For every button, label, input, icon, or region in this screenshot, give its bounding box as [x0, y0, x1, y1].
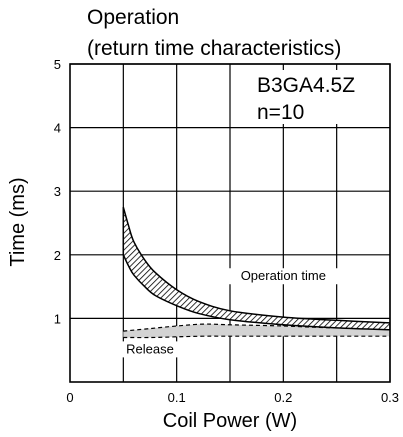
release-area [123, 324, 390, 338]
x-tick-label: 0.1 [168, 390, 186, 405]
y-tick-label: 1 [54, 311, 61, 326]
release-upper-line [123, 323, 390, 332]
operation-time-area [122, 206, 390, 331]
title-line-1: Operation [87, 6, 179, 29]
release-band [123, 323, 390, 339]
x-tick-label: 0 [66, 390, 73, 405]
annotation-label: Release [126, 341, 174, 356]
annotation-bg [228, 268, 339, 285]
x-tick-label: 0.3 [381, 390, 399, 405]
annotation-bg [121, 341, 179, 358]
annotations: Operation time Release [121, 268, 339, 358]
release-lower-line [123, 335, 390, 339]
model-label-bg [250, 70, 385, 124]
y-tick-label: 2 [54, 248, 61, 263]
annotation-label: Operation time [241, 268, 326, 283]
operation-time-band [122, 206, 390, 331]
x-axis-label: Coil Power (W) [163, 410, 297, 432]
chart-title: Operation (return time characteristics) [87, 6, 341, 60]
tick-labels: 0 0.1 0.2 0.3 1 2 3 4 5 [54, 57, 399, 405]
title-line-2: (return time characteristics) [87, 37, 341, 60]
y-axis-label: Time (ms) [7, 177, 29, 266]
y-tick-label: 4 [54, 121, 61, 136]
plot-frame [69, 63, 391, 383]
x-tick-label: 0.2 [274, 390, 292, 405]
sample-size-label: n=10 [257, 101, 304, 124]
y-tick-label: 3 [54, 184, 61, 199]
model-label: B3GA4.5Z [257, 74, 355, 97]
y-tick-label: 5 [54, 57, 61, 72]
